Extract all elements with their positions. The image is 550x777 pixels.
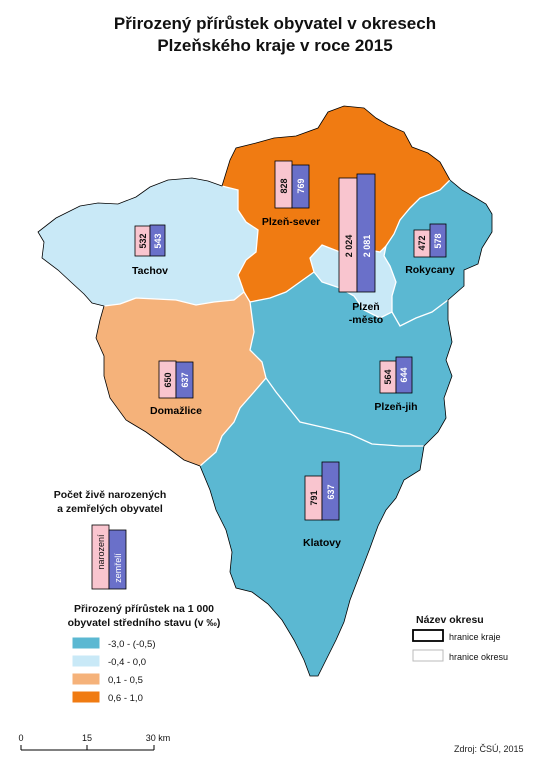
bar-pair-tachov: 532 543 Tachov bbox=[132, 224, 168, 277]
district-label-tachov: Tachov bbox=[132, 265, 168, 277]
deaths-value: 644 bbox=[399, 367, 409, 382]
scale-tick-0: 0 bbox=[18, 733, 23, 743]
legend-swatch-1 bbox=[71, 636, 101, 650]
deaths-bar bbox=[291, 164, 310, 209]
deaths-bar bbox=[149, 224, 166, 257]
bar-pair-plzen-mesto: 2 024 2 081 Plzeň -město bbox=[338, 173, 383, 326]
bar-pair-rokycany: 472 578 Rokycany bbox=[405, 223, 455, 276]
deaths-value: 637 bbox=[326, 484, 336, 499]
births-value: 791 bbox=[309, 490, 319, 505]
district-label-klatovy: Klatovy bbox=[303, 537, 341, 549]
births-value: 828 bbox=[279, 178, 289, 193]
legend-swatch-4 bbox=[71, 690, 101, 704]
deaths-bar bbox=[356, 173, 376, 293]
legend-births-label: narození bbox=[96, 534, 106, 570]
district-border-label: hranice okresu bbox=[449, 652, 508, 662]
bars-legend-title-1: Počet živě narozených bbox=[54, 489, 167, 501]
births-value: 532 bbox=[138, 233, 148, 248]
source-note: Zdroj: ČSÚ, 2015 bbox=[454, 744, 524, 754]
choropleth-legend: Přirozený přírůstek na 1 000 obyvatel st… bbox=[68, 603, 221, 704]
deaths-bar bbox=[429, 223, 447, 258]
deaths-value: 2 081 bbox=[362, 235, 372, 258]
district-label-plzen-sever: Plzeň-sever bbox=[262, 216, 320, 228]
scale-tick-15: 15 bbox=[82, 733, 92, 743]
deaths-bar bbox=[321, 461, 340, 521]
bars-legend: Počet živě narozených a zemřelých obyvat… bbox=[54, 489, 167, 590]
map-title-line-2: Plzeňského kraje v roce 2015 bbox=[157, 36, 393, 55]
bar-pair-domazlice: 650 637 Domažlice bbox=[150, 360, 202, 417]
district-name-legend-title: Název okresu bbox=[416, 614, 484, 626]
bar-pair-plzen-sever: 828 769 Plzeň-sever bbox=[262, 160, 320, 228]
district-label-domazlice: Domažlice bbox=[150, 405, 202, 417]
legend-deaths-bar bbox=[108, 529, 127, 590]
district-label-plzen-mesto-2: -město bbox=[349, 314, 383, 326]
border-legend: Název okresu hranice kraje hranice okres… bbox=[412, 614, 508, 662]
scale-tick-30: 30 km bbox=[146, 733, 171, 743]
births-value: 564 bbox=[383, 369, 393, 384]
bars-legend-title-2: a zemřelých obyvatel bbox=[57, 503, 163, 515]
legend-class-3-label: 0,1 - 0,5 bbox=[108, 675, 143, 686]
map-title-line-1: Přirozený přírůstek obyvatel v okresech bbox=[113, 14, 437, 33]
region-border-label: hranice kraje bbox=[449, 632, 501, 642]
region-border bbox=[37, 105, 493, 677]
bar-pair-plzen-jih: 564 644 Plzeň-jih bbox=[374, 356, 418, 413]
legend-deaths-label: zemřelí bbox=[113, 553, 123, 583]
district-area-klatovy bbox=[200, 378, 424, 676]
deaths-value: 543 bbox=[153, 233, 163, 248]
region-border-swatch bbox=[412, 629, 444, 642]
district-border-swatch bbox=[412, 649, 444, 662]
deaths-value: 578 bbox=[433, 233, 443, 248]
choro-legend-title-2: obyvatel středního stavu (v ‰) bbox=[68, 617, 221, 629]
deaths-bar bbox=[395, 356, 413, 394]
legend-swatch-3 bbox=[71, 672, 101, 686]
births-value: 472 bbox=[417, 235, 427, 250]
legend-swatch-2 bbox=[71, 654, 101, 668]
legend-class-1-label: -3,0 - (-0,5) bbox=[108, 639, 156, 650]
bar-pair-klatovy: 791 637 Klatovy bbox=[303, 461, 341, 549]
district-label-plzen-mesto-1: Plzeň bbox=[352, 301, 379, 313]
district-area-plzen-jih bbox=[250, 272, 452, 446]
legend-class-4-label: 0,6 - 1,0 bbox=[108, 693, 143, 704]
district-area-plzen-sever bbox=[222, 106, 450, 302]
legend-class-2-label: -0,4 - 0,0 bbox=[108, 657, 146, 668]
district-label-rokycany: Rokycany bbox=[405, 264, 455, 276]
births-value: 2 024 bbox=[344, 235, 354, 258]
scale-bar: 0 15 30 km bbox=[18, 733, 171, 751]
births-value: 650 bbox=[163, 372, 173, 387]
deaths-value: 769 bbox=[296, 178, 306, 193]
deaths-bar bbox=[175, 361, 194, 399]
choro-legend-title-1: Přirozený přírůstek na 1 000 bbox=[74, 603, 214, 615]
deaths-value: 637 bbox=[180, 372, 190, 387]
district-label-plzen-jih: Plzeň-jih bbox=[374, 401, 417, 413]
